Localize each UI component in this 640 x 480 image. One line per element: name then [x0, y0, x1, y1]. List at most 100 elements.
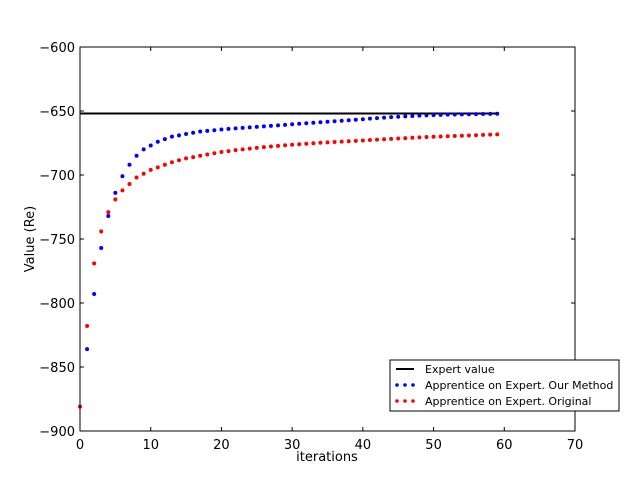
original-point	[452, 133, 457, 138]
our-method-point	[226, 126, 231, 131]
our-method-point	[332, 119, 337, 124]
original-point	[106, 210, 111, 215]
our-method-point	[438, 112, 443, 117]
our-method-point	[488, 111, 493, 116]
original-point	[85, 324, 90, 329]
our-method-point	[445, 112, 450, 117]
original-point	[346, 139, 351, 144]
our-method-point	[410, 113, 415, 118]
our-method-point	[339, 118, 344, 123]
our-method-point	[311, 120, 316, 125]
original-point	[403, 136, 408, 141]
legend-original-swatch	[395, 399, 415, 403]
original-point	[353, 138, 358, 143]
original-point	[226, 149, 231, 154]
our-method-point	[219, 127, 224, 132]
original-point	[367, 138, 372, 143]
legend-our-method-label: Apprentice on Expert. Our Method	[425, 379, 613, 392]
our-method-point	[283, 122, 288, 127]
our-method-point	[325, 119, 330, 124]
original-point	[474, 133, 478, 138]
y-tick-label: −800	[39, 297, 75, 312]
x-tick-label: 60	[496, 438, 513, 453]
original-point	[198, 153, 203, 158]
original-point	[410, 135, 415, 140]
y-tick-label: −850	[39, 361, 75, 376]
original-point	[389, 136, 394, 141]
original-point	[466, 133, 471, 138]
original-point	[120, 188, 125, 193]
ticks-layer: 0 10 20 30 40 50 60 70 −900 −850 −800 −750 −700 −650 −…	[39, 41, 583, 453]
our-method-point	[382, 115, 387, 120]
original-point	[375, 137, 379, 142]
original-point	[325, 140, 330, 145]
our-method-point	[424, 113, 429, 118]
original-point	[99, 229, 104, 234]
original-point	[297, 142, 302, 147]
our-method-point	[481, 111, 486, 116]
original-point	[191, 155, 196, 160]
original-point	[304, 141, 309, 146]
x-tick-label: 40	[355, 438, 372, 453]
our-method-point	[459, 112, 464, 117]
our-method-point	[396, 114, 401, 119]
original-point	[459, 133, 464, 138]
our-method-point	[403, 114, 408, 119]
original-point	[233, 148, 238, 153]
our-method-point	[134, 153, 139, 158]
our-method-point	[120, 174, 125, 179]
our-method-point	[148, 143, 153, 148]
our-method-point	[353, 117, 358, 122]
original-point	[283, 143, 288, 148]
our-method-point	[162, 137, 167, 142]
x-tick-label: 10	[142, 438, 159, 453]
our-method-point	[268, 123, 273, 128]
original-point	[254, 145, 259, 150]
original-point	[268, 144, 273, 149]
legend: Expert value Apprentice on Expert. Our M…	[389, 359, 620, 412]
our-method-point	[141, 147, 146, 152]
our-method-point	[92, 292, 97, 297]
y-tick-label: −650	[39, 105, 75, 120]
our-method-point	[375, 116, 379, 121]
our-method-point	[290, 122, 295, 127]
our-method-point	[389, 115, 394, 120]
original-point	[162, 162, 167, 167]
y-tick-label: −600	[39, 41, 75, 56]
original-point	[481, 132, 486, 137]
our-method-point	[240, 125, 245, 130]
y-tick-label: −750	[39, 233, 75, 248]
original-point	[134, 175, 139, 180]
legend-box	[389, 359, 620, 412]
original-point	[318, 140, 323, 145]
our-method-point	[276, 123, 280, 128]
original-point	[488, 132, 493, 137]
our-method-point	[254, 124, 259, 129]
our-method-point	[304, 121, 309, 126]
original-point	[247, 146, 252, 151]
original-point	[127, 181, 132, 186]
our-method-point	[113, 190, 118, 195]
y-tick-label: −900	[39, 425, 75, 440]
our-method-point	[495, 111, 500, 116]
legend-expert-label: Expert value	[425, 363, 495, 376]
original-point	[396, 136, 401, 141]
original-point	[92, 261, 97, 266]
our-method-point	[297, 121, 302, 126]
our-method-point	[127, 162, 132, 167]
our-method-point	[233, 126, 238, 131]
our-method-point	[212, 128, 217, 133]
original-point	[445, 134, 450, 139]
data-layer	[78, 111, 500, 409]
original-point	[332, 139, 337, 144]
our-method-point	[466, 112, 471, 117]
original-point	[240, 147, 245, 152]
our-method-point	[106, 213, 111, 218]
our-method-point	[184, 132, 189, 137]
original-point	[169, 160, 174, 165]
original-point	[276, 143, 280, 148]
original-point	[360, 138, 365, 143]
our-method-point	[191, 130, 196, 135]
x-tick-label: 70	[567, 438, 584, 453]
